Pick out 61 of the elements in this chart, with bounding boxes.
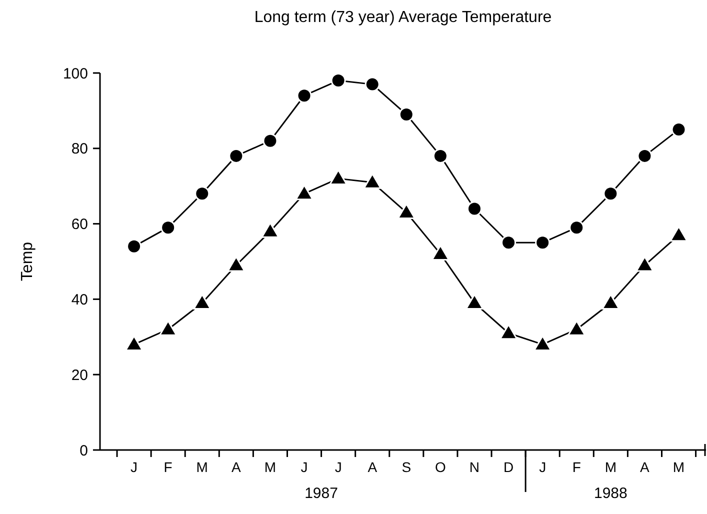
x-tick-label: M (196, 459, 208, 475)
point (126, 238, 142, 254)
point (568, 320, 586, 336)
x-tick-label: F (572, 459, 581, 475)
x-tick-label: J (539, 459, 546, 475)
point (262, 133, 278, 148)
point (432, 245, 449, 260)
point (569, 220, 584, 236)
point (296, 185, 313, 200)
point (364, 76, 380, 92)
point (160, 320, 177, 336)
x-tick-label: S (402, 459, 412, 475)
x-tick-label: D (503, 459, 514, 475)
point (535, 235, 550, 250)
point (671, 122, 686, 138)
x-tick-label: A (232, 459, 242, 475)
x-tick-label: J (130, 459, 138, 475)
x-tick-label: J (300, 459, 308, 475)
point (534, 336, 552, 351)
y-axis-title: Temp (19, 242, 36, 282)
point (398, 204, 415, 219)
point (636, 256, 654, 272)
x-tick-label: M (672, 459, 685, 475)
text: 1988 (594, 485, 628, 502)
point (330, 73, 346, 88)
point (602, 294, 620, 310)
point (194, 186, 210, 202)
y-tick-label: 80 (71, 140, 88, 158)
point (160, 220, 176, 236)
text: 1987 (304, 485, 338, 502)
point (330, 170, 347, 186)
point (466, 201, 482, 216)
point (432, 148, 448, 164)
point (500, 324, 518, 340)
y-tick-label: 40 (71, 291, 88, 308)
point (228, 148, 244, 164)
y-tick-label: 0 (80, 442, 88, 460)
point (466, 294, 483, 310)
x-tick-label: O (435, 459, 446, 475)
point (126, 336, 143, 351)
point (228, 256, 245, 272)
point (296, 88, 312, 104)
point (398, 106, 414, 122)
point (364, 174, 381, 189)
x-tick-label: J (334, 459, 342, 475)
x-tick-label: A (640, 459, 650, 475)
x-tick-label: M (604, 459, 617, 475)
x-tick-label: M (264, 459, 276, 475)
chart-title: Long term (73 year) Average Temperature (254, 9, 552, 26)
y-tick-label: 60 (71, 216, 88, 234)
point (637, 148, 652, 164)
y-tick-label: 20 (71, 366, 88, 384)
x-tick-label: N (469, 459, 480, 475)
x-tick-label: A (368, 459, 378, 475)
point (194, 294, 211, 310)
point (501, 235, 516, 250)
point (603, 186, 618, 202)
x-tick-label: F (164, 459, 172, 475)
y-tick-label: 100 (62, 65, 88, 82)
point (262, 222, 279, 238)
point (670, 226, 688, 242)
